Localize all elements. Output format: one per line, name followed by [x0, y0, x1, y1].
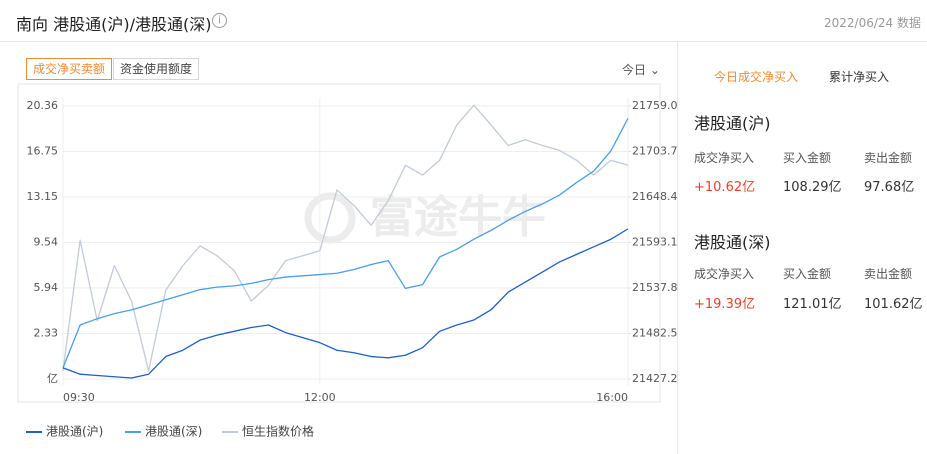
y-tick-label: 20.36 [27, 99, 59, 112]
stat-value: 121.01亿 [783, 297, 842, 312]
chart-frame [17, 83, 661, 403]
y-tick-label: 亿 [47, 372, 58, 385]
chart: 富途牛牛 亿 2.33 5.94 9.54 13.15 16.75 20.36 21427.2… [17, 83, 677, 439]
y-tick-label: 2.33 [34, 326, 59, 339]
header-bar [0, 0, 927, 42]
series-line [62, 117, 629, 369]
stat-value: 108.29亿 [783, 180, 842, 195]
stat-label: 成交净买入 [694, 267, 755, 281]
stat-value: 101.62亿 [864, 297, 923, 312]
legend-label: 港股通(深) [145, 425, 202, 439]
section-title: 港股通(沪) [694, 114, 771, 133]
y2-tick-label: 21759.0 [632, 99, 677, 112]
y-tick-label: 16.75 [27, 145, 59, 158]
y-tick-label: 13.15 [27, 190, 59, 203]
tab-button[interactable]: 资金使用额度 [113, 58, 200, 80]
stat-label: 成交净买入 [694, 151, 755, 165]
legend-label: 恒生指数价格 [242, 424, 314, 439]
period-dropdown[interactable]: 今日 ⌄ [622, 63, 660, 77]
stat-label: 卖出金额 [864, 151, 913, 165]
watermark-logo [304, 192, 356, 244]
stat-label: 卖出金额 [864, 267, 913, 281]
y2-tick-label: 21427.2 [632, 372, 677, 385]
stat-value: 97.68亿 [864, 180, 915, 195]
data-date: 2022/06/24 数据 [824, 16, 921, 30]
series-line [62, 104, 629, 372]
panel-tab[interactable]: 累计净买入 [829, 70, 890, 84]
divider [677, 42, 678, 454]
watermark-text: 富途牛牛 [370, 192, 546, 243]
y-tick-label: 9.54 [34, 236, 59, 249]
info-icon[interactable]: i [212, 13, 227, 28]
x-tick-label: 16:00 [596, 391, 628, 404]
legend-label: 港股通(沪) [46, 425, 103, 439]
panel-tab[interactable]: 今日成交净买入 [714, 70, 799, 84]
watermark: 富途牛牛 [304, 192, 546, 244]
stat-value: +19.39亿 [694, 297, 756, 312]
series-line [62, 228, 629, 379]
y2-tick-label: 21703.7 [632, 145, 677, 158]
page-title: 南向 港股通(沪)/港股通(深) [16, 15, 212, 34]
x-tick-label: 09:30 [63, 391, 95, 404]
stat-label: 买入金额 [783, 267, 832, 281]
y2-tick-label: 21648.4 [632, 190, 677, 203]
y2-tick-label: 21537.8 [632, 281, 677, 294]
y-tick-label: 5.94 [34, 281, 59, 294]
section-title: 港股通(深) [694, 233, 771, 252]
stat-value: +10.62亿 [694, 180, 756, 195]
stat-label: 买入金额 [783, 151, 832, 165]
tab-button[interactable]: 成交净买卖额 [26, 58, 113, 80]
x-tick-label: 12:00 [304, 391, 336, 404]
y2-tick-label: 21593.1 [632, 236, 677, 249]
y2-tick-label: 21482.5 [632, 327, 677, 340]
